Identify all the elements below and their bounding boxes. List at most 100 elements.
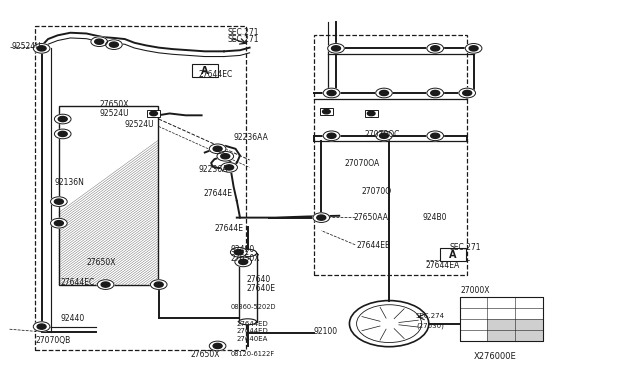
Circle shape xyxy=(97,280,114,289)
Text: 92490: 92490 xyxy=(230,245,255,254)
Circle shape xyxy=(221,154,230,159)
Circle shape xyxy=(33,44,50,53)
Circle shape xyxy=(317,215,326,220)
Circle shape xyxy=(106,40,122,49)
Text: 27640E: 27640E xyxy=(246,284,275,293)
Text: 08120-6122F: 08120-6122F xyxy=(230,351,275,357)
Circle shape xyxy=(332,46,340,51)
Text: 92236A: 92236A xyxy=(198,165,228,174)
Circle shape xyxy=(465,44,482,53)
Bar xyxy=(460,297,543,341)
Circle shape xyxy=(431,133,440,138)
Text: SEC.271: SEC.271 xyxy=(450,243,481,252)
Text: 27650X: 27650X xyxy=(230,254,260,263)
Circle shape xyxy=(33,322,50,331)
Circle shape xyxy=(150,111,157,116)
Text: 27644EA: 27644EA xyxy=(426,262,460,270)
Text: 27644EC: 27644EC xyxy=(61,278,95,287)
Circle shape xyxy=(54,221,63,226)
Circle shape xyxy=(431,90,440,96)
Circle shape xyxy=(380,90,388,96)
Text: 27640EA: 27640EA xyxy=(237,336,268,341)
Text: 92236AA: 92236AA xyxy=(234,133,268,142)
Text: 92524U: 92524U xyxy=(125,120,154,129)
Text: 92524U: 92524U xyxy=(12,42,41,51)
Text: 27070Q: 27070Q xyxy=(362,187,392,196)
Circle shape xyxy=(234,250,243,255)
Bar xyxy=(515,330,543,341)
Text: 08360-5202D: 08360-5202D xyxy=(230,304,276,310)
Bar xyxy=(192,64,218,77)
Text: 92524U: 92524U xyxy=(99,109,129,118)
Text: 27644ED: 27644ED xyxy=(237,328,269,334)
Circle shape xyxy=(367,111,375,116)
Circle shape xyxy=(213,146,222,151)
Text: 92136N: 92136N xyxy=(54,178,84,187)
Circle shape xyxy=(380,133,388,138)
Circle shape xyxy=(37,324,46,329)
Circle shape xyxy=(327,90,336,96)
Circle shape xyxy=(328,44,344,53)
Text: 27070OA: 27070OA xyxy=(344,159,380,168)
Text: 27650X: 27650X xyxy=(191,350,220,359)
Bar xyxy=(487,330,515,341)
Ellipse shape xyxy=(239,319,257,325)
Circle shape xyxy=(313,213,330,222)
Circle shape xyxy=(217,151,234,161)
Circle shape xyxy=(51,218,67,228)
Bar xyxy=(35,26,246,350)
Circle shape xyxy=(209,144,226,154)
Circle shape xyxy=(376,88,392,98)
Circle shape xyxy=(154,282,163,287)
Circle shape xyxy=(230,247,247,257)
Text: A: A xyxy=(449,250,457,260)
Text: X276000E: X276000E xyxy=(474,352,516,361)
Bar xyxy=(147,110,160,117)
Circle shape xyxy=(427,88,444,98)
Bar xyxy=(320,108,333,115)
Circle shape xyxy=(323,131,340,141)
Circle shape xyxy=(323,88,340,98)
Bar xyxy=(59,106,158,285)
Circle shape xyxy=(376,131,392,141)
Circle shape xyxy=(54,199,63,204)
Circle shape xyxy=(109,42,118,47)
Text: SEC.271: SEC.271 xyxy=(227,28,259,37)
Text: 27650AA: 27650AA xyxy=(354,213,389,222)
Bar xyxy=(515,319,543,330)
Circle shape xyxy=(37,46,46,51)
Text: 27644EB: 27644EB xyxy=(356,241,390,250)
Text: 924B0: 924B0 xyxy=(422,213,447,222)
Text: 27644ED: 27644ED xyxy=(237,321,269,327)
Circle shape xyxy=(427,44,444,53)
Bar xyxy=(239,253,257,322)
Bar xyxy=(314,35,467,275)
Circle shape xyxy=(323,109,330,114)
Text: 27640: 27640 xyxy=(246,275,271,283)
Circle shape xyxy=(58,131,67,137)
Text: 27644EC: 27644EC xyxy=(198,70,233,79)
Text: A: A xyxy=(201,66,209,76)
Text: 27644E: 27644E xyxy=(204,189,232,198)
Circle shape xyxy=(431,46,440,51)
Circle shape xyxy=(469,46,478,51)
Text: 27070QB: 27070QB xyxy=(35,336,70,345)
Circle shape xyxy=(213,343,222,349)
Ellipse shape xyxy=(239,249,257,257)
Circle shape xyxy=(150,280,167,289)
Text: (27630): (27630) xyxy=(416,322,444,329)
Circle shape xyxy=(91,37,108,46)
Text: 92440: 92440 xyxy=(61,314,85,323)
Text: SEC.271: SEC.271 xyxy=(227,35,259,44)
Circle shape xyxy=(101,282,110,287)
Circle shape xyxy=(239,259,248,264)
Circle shape xyxy=(427,131,444,141)
Circle shape xyxy=(459,88,476,98)
Text: 27000X: 27000X xyxy=(461,286,490,295)
Circle shape xyxy=(209,341,226,351)
Text: 27650X: 27650X xyxy=(86,258,116,267)
Bar xyxy=(440,248,466,261)
Circle shape xyxy=(327,133,336,138)
Circle shape xyxy=(54,114,71,124)
Circle shape xyxy=(95,39,104,44)
